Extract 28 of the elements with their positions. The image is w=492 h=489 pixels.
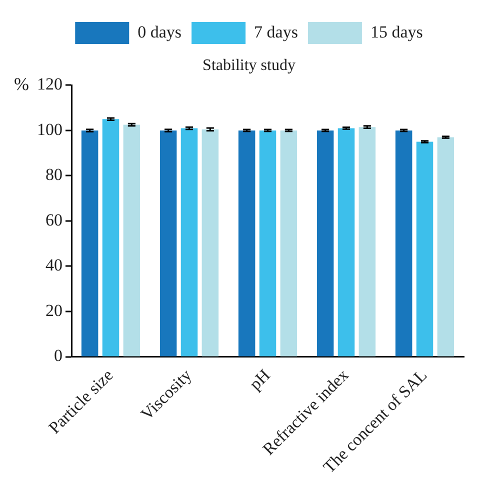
- x-tick-label: pH: [246, 366, 274, 394]
- bar: [238, 130, 256, 356]
- bar: [395, 130, 412, 356]
- bar: [81, 130, 98, 356]
- bar: [358, 127, 376, 356]
- bar: [416, 142, 434, 356]
- legend-label: 0 days: [138, 22, 182, 42]
- legend-label: 15 days: [370, 22, 423, 42]
- legend-label: 7 days: [254, 22, 298, 42]
- y-tick-label: 20: [46, 300, 62, 320]
- bar: [160, 130, 177, 356]
- bar: [202, 129, 219, 356]
- y-tick-label: 120: [37, 74, 62, 94]
- bar: [280, 130, 298, 356]
- bar: [316, 130, 334, 356]
- bar: [102, 119, 120, 356]
- y-tick-label: 40: [46, 256, 62, 275]
- y-tick-label: 100: [37, 120, 62, 139]
- bar: [259, 130, 276, 356]
- bar: [437, 137, 454, 356]
- chart-title: Stability study: [202, 56, 296, 74]
- y-tick-label: 0: [54, 346, 62, 366]
- bar: [338, 128, 355, 356]
- bar: [123, 124, 140, 356]
- bar: [180, 128, 198, 356]
- y-tick-label: 80: [46, 165, 62, 184]
- y-tick-label: 60: [46, 210, 62, 230]
- y-axis-title: %: [14, 74, 29, 94]
